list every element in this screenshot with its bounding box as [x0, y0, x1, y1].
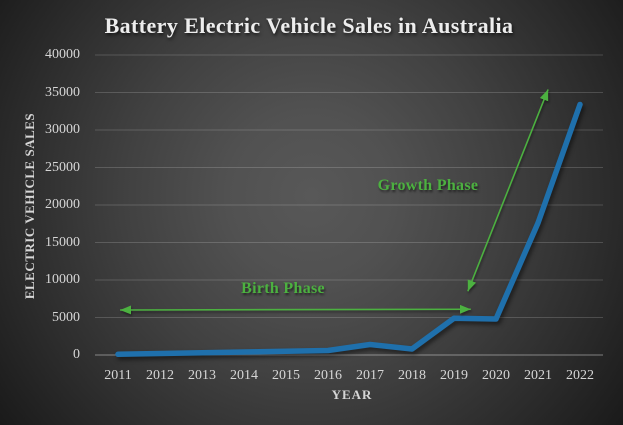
x-tick-label: 2011	[104, 368, 132, 383]
x-tick-label: 2021	[524, 368, 552, 383]
y-tick-label: 30000	[45, 122, 80, 137]
x-tick-label: 2017	[356, 368, 384, 383]
x-tick-label: 2022	[566, 368, 594, 383]
y-tick-label: 40000	[45, 47, 80, 62]
x-tick-label: 2012	[146, 368, 174, 383]
sales-line-series	[115, 101, 583, 357]
y-tick-label: 5000	[52, 309, 80, 325]
birth-phase-arrow	[120, 304, 471, 315]
y-tick-label: 15000	[45, 234, 80, 250]
annotation-birth-phase-label: Birth Phase	[241, 280, 325, 297]
x-axis-title: YEAR	[331, 387, 373, 402]
x-tick-label: 2020	[482, 368, 510, 383]
y-tick-label: 35000	[45, 84, 80, 100]
y-tick-label: 0	[73, 347, 80, 362]
chart-title: Battery Electric Vehicle Sales in Austra…	[104, 13, 514, 38]
y-tick-label: 20000	[45, 197, 80, 212]
x-tick-label: 2018	[398, 368, 426, 383]
x-tick-label: 2015	[272, 368, 300, 383]
x-tick-label: 2014	[230, 368, 258, 383]
x-tick-label: 2013	[188, 368, 216, 383]
x-tick-label: 2016	[314, 368, 342, 383]
x-tick-label: 2019	[440, 368, 468, 383]
annotation-growth-phase-label: Growth Phase	[377, 177, 479, 195]
y-tick-label: 25000	[45, 159, 80, 175]
y-tick-label: 10000	[45, 272, 80, 287]
growth-phase-arrow	[467, 89, 549, 292]
